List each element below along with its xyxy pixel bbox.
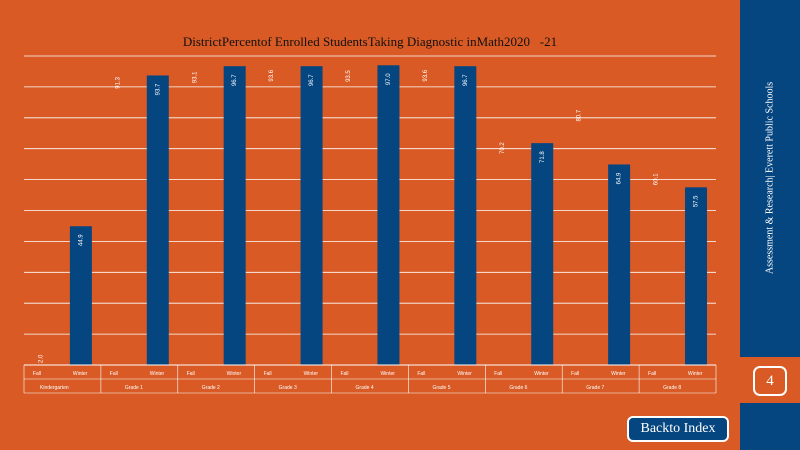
back-to-index-button[interactable]: Backto Index <box>627 416 729 442</box>
fall-value-label: 93.6 <box>269 69 275 81</box>
fall-value-label: 80.7 <box>577 109 583 121</box>
grade-tick-label: Grade 6 <box>509 385 527 391</box>
sidebar-top-panel: Assessment & Research| Everett Public Sc… <box>740 0 800 357</box>
chart-area: 2.0 44.9 91.3 93.7 93.1 96.7 93.6 96.7 93.5 97.0 9… <box>23 55 717 394</box>
term-tick-label: Fall <box>264 371 272 377</box>
sidebar: Assessment & Research| Everett Public Sc… <box>740 0 800 450</box>
fall-value-label: 60.1 <box>654 173 660 185</box>
winter-bar <box>377 65 400 366</box>
page-number: 4 <box>753 366 787 396</box>
grade-tick-label: Grade 4 <box>356 385 374 391</box>
term-tick-label: Winter <box>304 371 319 377</box>
term-tick-label: Fall <box>340 371 348 377</box>
sidebar-bottom-panel <box>740 403 800 450</box>
fall-value-label: 93.5 <box>346 70 352 82</box>
term-tick-label: Winter <box>688 371 703 377</box>
term-tick-label: Winter <box>457 371 472 377</box>
winter-value-label: 96.7 <box>463 74 469 86</box>
winter-bar <box>608 164 631 365</box>
term-tick-label: Winter <box>227 371 242 377</box>
winter-value-label: 97.0 <box>386 73 392 85</box>
grid-layer <box>24 55 716 335</box>
winter-bar <box>685 187 708 365</box>
term-tick-label: Winter <box>380 371 395 377</box>
winter-bar <box>223 66 246 366</box>
term-tick-label: Winter <box>611 371 626 377</box>
term-tick-label: Fall <box>648 371 656 377</box>
winter-value-label: 96.7 <box>232 74 238 86</box>
grade-tick-label: Grade 2 <box>202 385 220 391</box>
term-tick-label: Fall <box>417 371 425 377</box>
winter-bar <box>454 66 477 366</box>
fall-value-label: 70.2 <box>500 142 506 154</box>
fall-value-label: 93.6 <box>423 69 429 81</box>
term-tick-label: Fall <box>494 371 502 377</box>
term-tick-label: Winter <box>534 371 549 377</box>
winter-value-label: 57.5 <box>694 195 700 207</box>
grade-tick-label: Grade 1 <box>125 385 143 391</box>
fall-value-label: 93.1 <box>192 71 198 83</box>
bar-layer <box>69 65 708 366</box>
term-tick-label: Winter <box>150 371 165 377</box>
winter-value-label: 93.7 <box>155 83 161 95</box>
term-tick-label: Fall <box>571 371 579 377</box>
grade-tick-label: Grade 7 <box>586 385 604 391</box>
winter-value-label: 44.9 <box>78 234 84 246</box>
chart-title: DistrictPercentof Enrolled StudentsTakin… <box>182 34 558 49</box>
axis-layer: Fall Winter Kindergarten Fall Winter Grade 1 F… <box>23 364 717 394</box>
winter-bar <box>531 143 554 365</box>
term-tick-label: Fall <box>187 371 195 377</box>
winter-value-label: 96.7 <box>309 74 315 86</box>
term-tick-label: Fall <box>33 371 41 377</box>
grade-tick-label: Grade 8 <box>663 385 681 391</box>
term-tick-label: Winter <box>73 371 88 377</box>
winter-bar <box>300 66 323 366</box>
fall-value-label: 91.3 <box>115 76 121 88</box>
fall-value-label: 2.0 <box>38 354 44 363</box>
winter-value-label: 71.8 <box>540 151 546 163</box>
value-label-layer: 2.0 44.9 91.3 93.7 93.1 96.7 93.6 96.7 93.5 97.0 9… <box>38 69 699 363</box>
sidebar-department-label: Assessment & Research| Everett Public Sc… <box>764 81 776 275</box>
grade-tick-label: Grade 3 <box>279 385 297 391</box>
winter-bar <box>146 75 169 365</box>
grade-tick-label: Grade 5 <box>432 385 450 391</box>
grade-tick-label: Kindergarten <box>40 385 69 391</box>
winter-bar <box>69 226 92 365</box>
winter-value-label: 64.9 <box>617 172 623 184</box>
term-tick-label: Fall <box>110 371 118 377</box>
